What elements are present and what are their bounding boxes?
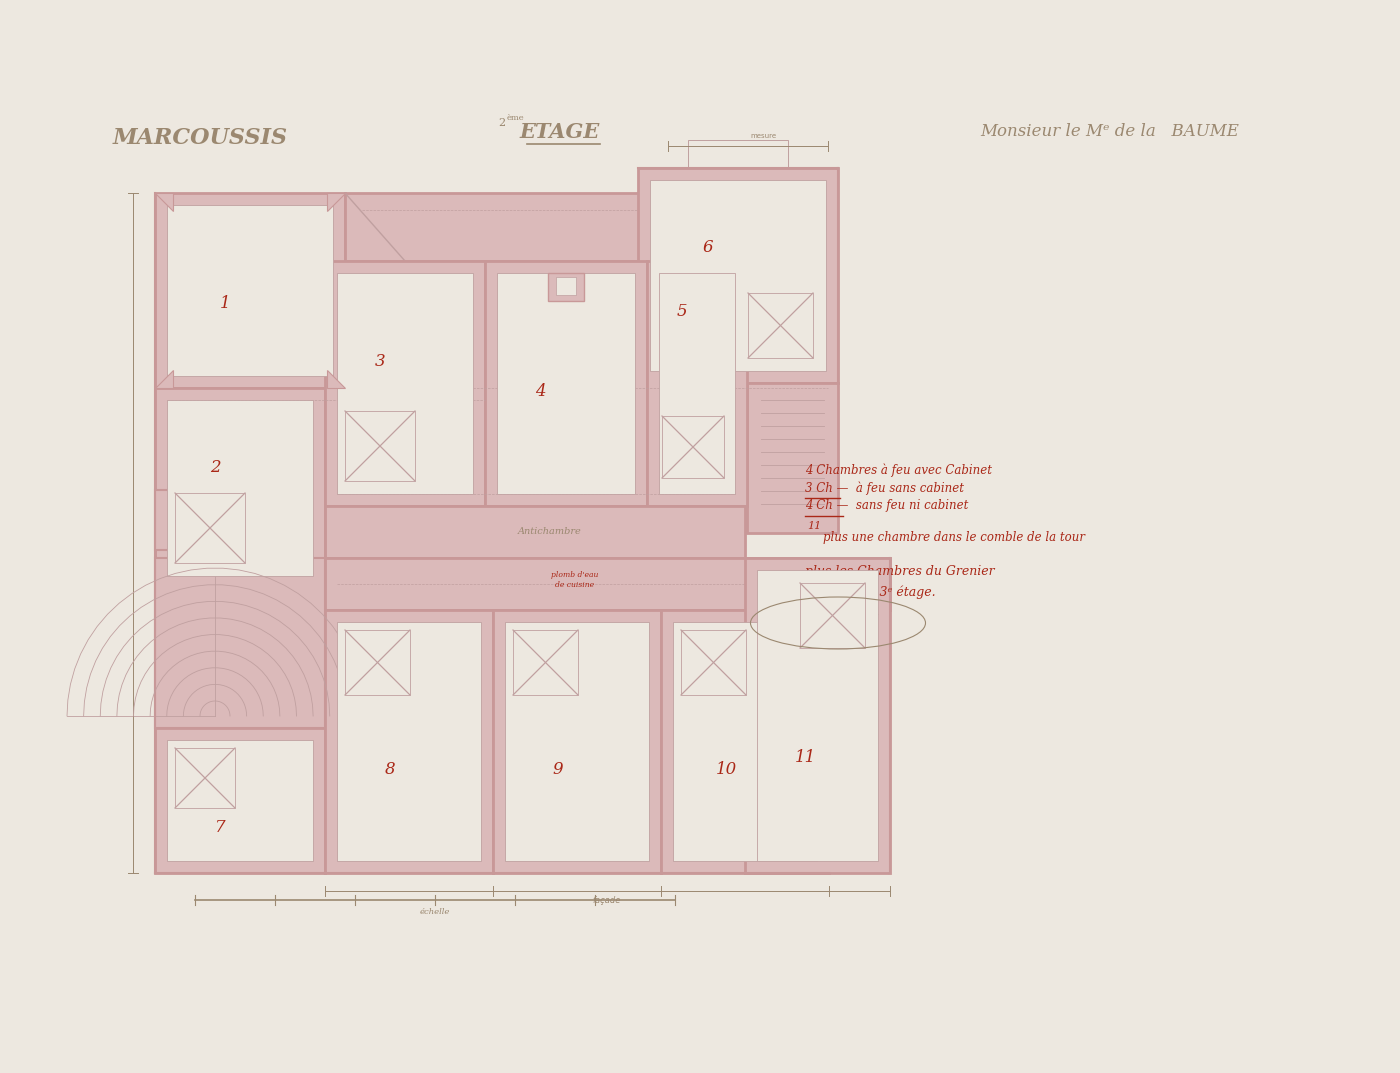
Bar (167, 740, 314, 861)
Bar (505, 622, 650, 861)
Text: Dégagement
de l'Escalier
cabinet d'aisance: Dégagement de l'Escalier cabinet d'aisan… (186, 517, 253, 543)
Text: plus une chambre dans le comble de la tour: plus une chambre dans le comble de la to… (823, 531, 1085, 544)
Bar (748, 383, 839, 533)
Bar (673, 622, 818, 861)
Bar (650, 180, 826, 371)
Bar (155, 388, 325, 588)
Text: Monsieur le Mᵉ de la   BAUME: Monsieur le Mᵉ de la BAUME (980, 123, 1239, 141)
Text: 4 Ch —  sans feu ni cabinet: 4 Ch — sans feu ni cabinet (805, 500, 969, 513)
Text: cheminée: cheminée (683, 320, 721, 328)
Bar (344, 411, 414, 481)
Bar (638, 168, 839, 383)
Text: MARCOUSSIS: MARCOUSSIS (112, 127, 287, 149)
Bar (647, 261, 748, 506)
Text: mesure: mesure (750, 133, 776, 139)
Text: 2: 2 (498, 118, 505, 128)
Bar (659, 273, 735, 494)
Text: 7: 7 (214, 820, 225, 837)
Bar (155, 727, 325, 873)
Bar (745, 558, 890, 873)
Bar (175, 748, 235, 808)
Bar (799, 583, 865, 648)
Text: 3: 3 (375, 353, 385, 369)
Text: 6: 6 (703, 239, 714, 256)
Text: 11: 11 (806, 521, 822, 531)
Bar (337, 518, 734, 546)
Text: 3 Ch —  à feu sans cabinet: 3 Ch — à feu sans cabinet (805, 482, 965, 495)
Bar (167, 205, 333, 376)
Text: façade: façade (592, 896, 622, 905)
Bar (497, 273, 636, 494)
Bar (344, 630, 410, 695)
Text: 5: 5 (676, 303, 687, 320)
Bar (493, 609, 661, 873)
Text: 4 Chambres à feu avec Cabinet: 4 Chambres à feu avec Cabinet (805, 464, 993, 476)
Bar (337, 570, 878, 598)
Text: échelle: échelle (420, 908, 451, 916)
Polygon shape (155, 370, 174, 388)
Bar (337, 273, 473, 494)
Bar (680, 630, 746, 695)
Bar (155, 490, 245, 550)
Bar (687, 139, 788, 170)
Text: au 3ᵉ étage.: au 3ᵉ étage. (860, 585, 935, 599)
Bar (325, 558, 890, 609)
Polygon shape (328, 370, 344, 388)
Text: 11: 11 (794, 750, 816, 766)
Text: 4: 4 (535, 382, 546, 399)
Bar (484, 261, 647, 506)
Text: 2: 2 (210, 459, 220, 476)
Text: plus les Chambres du Grenier: plus les Chambres du Grenier (805, 565, 994, 578)
Bar (325, 609, 493, 873)
Text: Antichambre: Antichambre (518, 528, 582, 536)
Bar (155, 193, 344, 388)
Text: ème: ème (507, 114, 525, 122)
Bar (512, 630, 578, 695)
Bar (662, 416, 724, 477)
Bar (167, 502, 232, 538)
Bar (344, 193, 690, 261)
Text: plomb d'eau
de cuisine: plomb d'eau de cuisine (552, 572, 599, 589)
Bar (337, 622, 482, 861)
Text: 1: 1 (220, 294, 231, 311)
Bar (167, 400, 314, 576)
Bar (325, 261, 484, 506)
Text: 8: 8 (385, 762, 395, 779)
Polygon shape (328, 193, 344, 211)
Bar (175, 493, 245, 563)
Bar (748, 293, 813, 358)
Bar (155, 558, 325, 727)
Polygon shape (155, 193, 174, 211)
Bar (547, 273, 584, 302)
Bar (325, 506, 745, 558)
Bar (556, 277, 575, 295)
Text: ETAGE: ETAGE (519, 122, 601, 142)
Bar (661, 609, 829, 873)
Text: cabinet: cabinet (186, 516, 214, 524)
Text: A cet étage le couloir
bien élevé à 2m: A cet étage le couloir bien élevé à 2m (797, 613, 879, 630)
Bar (759, 395, 826, 521)
Bar (357, 205, 678, 249)
Text: 9: 9 (553, 762, 563, 779)
Bar (757, 570, 878, 861)
Text: 10: 10 (715, 762, 736, 779)
